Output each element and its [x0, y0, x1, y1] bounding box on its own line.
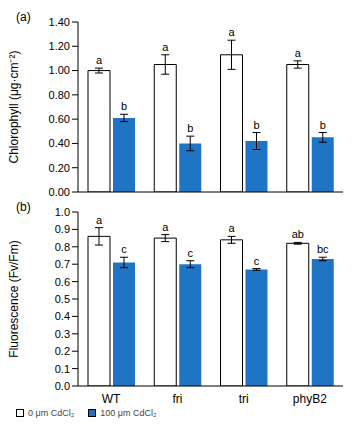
- svg-text:a: a: [96, 214, 103, 226]
- svg-text:0.00: 0.00: [49, 186, 70, 198]
- svg-text:fri: fri: [172, 392, 182, 406]
- svg-text:b: b: [320, 119, 326, 131]
- svg-text:b: b: [121, 100, 127, 112]
- svg-text:0.1: 0.1: [55, 363, 70, 375]
- svg-text:0.80: 0.80: [49, 89, 70, 101]
- svg-text:b: b: [253, 119, 259, 131]
- svg-text:c: c: [254, 255, 260, 267]
- svg-text:Chlorophyll (μg·cm⁻²): Chlorophyll (μg·cm⁻²): [8, 51, 21, 164]
- svg-text:0.8: 0.8: [55, 241, 70, 253]
- svg-text:WT: WT: [102, 392, 121, 406]
- svg-text:a: a: [295, 47, 302, 59]
- svg-text:tri: tri: [239, 392, 249, 406]
- svg-text:a: a: [96, 54, 103, 66]
- html-text:(a): (a): [16, 10, 31, 24]
- svg-text:1.20: 1.20: [49, 40, 70, 52]
- svg-text:0.20: 0.20: [49, 162, 70, 174]
- svg-text:phyB2: phyB2: [293, 392, 327, 406]
- svg-text:Fluorescence (Fv/Fm): Fluorescence (Fv/Fm): [8, 240, 21, 357]
- html-text:(b): (b): [16, 200, 31, 214]
- svg-text:bc: bc: [317, 243, 329, 255]
- svg-text:a: a: [162, 221, 169, 233]
- svg-text:1.0: 1.0: [55, 206, 70, 218]
- svg-text:0.2: 0.2: [55, 345, 70, 357]
- svg-text:0.5: 0.5: [55, 293, 70, 305]
- html-text:100 μm CdCl₂: 100 μm CdCl₂: [100, 408, 157, 418]
- svg-text:ab: ab: [292, 228, 304, 240]
- svg-text:0.4: 0.4: [55, 310, 70, 322]
- svg-text:0.60: 0.60: [49, 113, 70, 125]
- svg-text:a: a: [162, 41, 169, 53]
- svg-text:c: c: [188, 247, 194, 259]
- svg-text:0.3: 0.3: [55, 328, 70, 340]
- svg-text:1.40: 1.40: [49, 16, 70, 28]
- html-text:0 μm CdCl₂: 0 μm CdCl₂: [28, 408, 75, 418]
- svg-text:0.40: 0.40: [49, 137, 70, 149]
- svg-text:0.7: 0.7: [55, 258, 70, 270]
- svg-text:0.0: 0.0: [55, 380, 70, 392]
- svg-text:0.9: 0.9: [55, 223, 70, 235]
- svg-text:a: a: [228, 26, 235, 38]
- svg-text:0.6: 0.6: [55, 276, 70, 288]
- svg-text:1.00: 1.00: [49, 64, 70, 76]
- svg-text:a: a: [228, 222, 235, 234]
- svg-text:b: b: [187, 122, 193, 134]
- svg-text:c: c: [121, 243, 127, 255]
